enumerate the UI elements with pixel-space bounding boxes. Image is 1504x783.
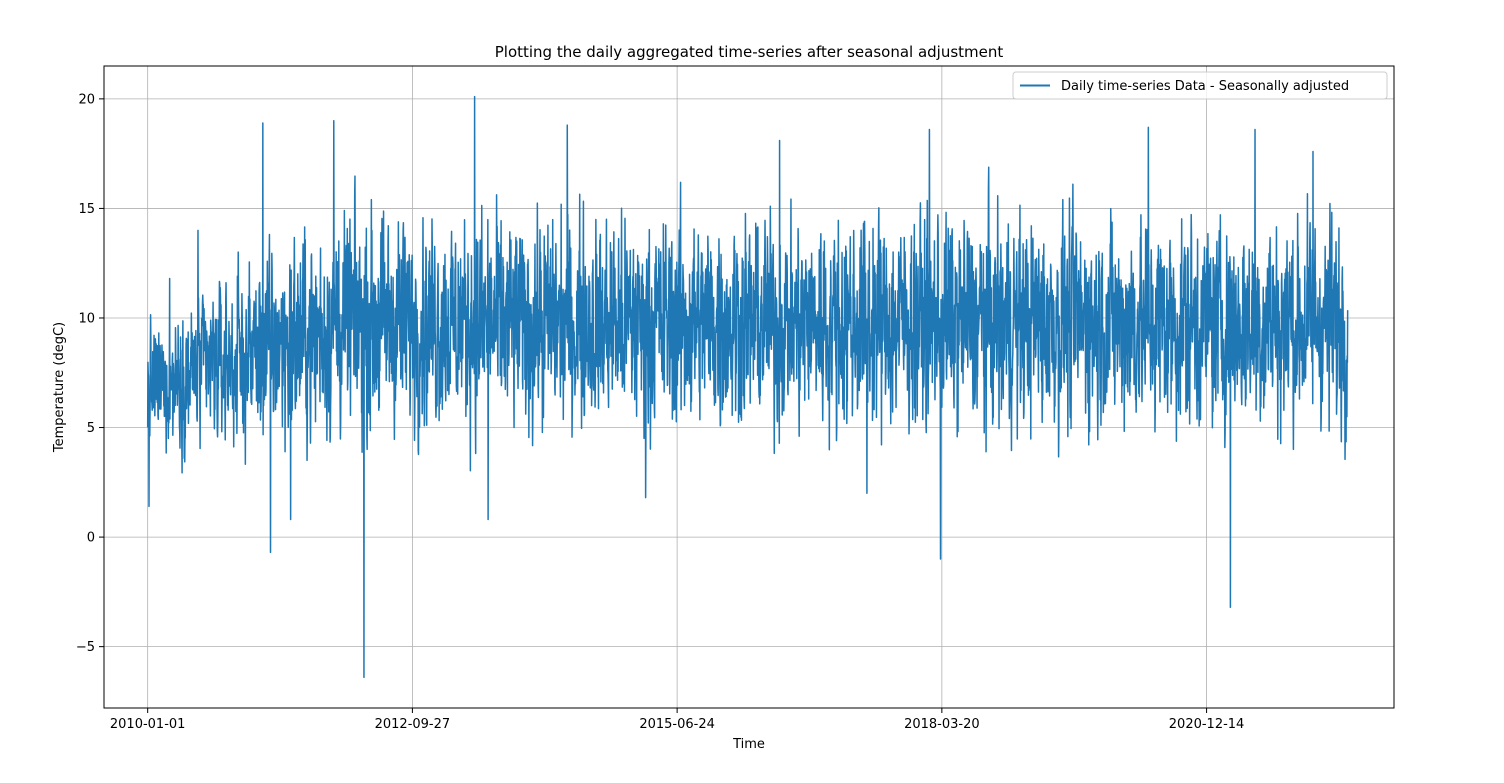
x-tick-label: 2018-03-20 bbox=[904, 717, 980, 732]
ticks: 2010-01-01 2012-09-27 2015-06-24 2018-03-20… bbox=[76, 92, 1245, 732]
legend-label: Daily time-series Data - Seasonally adju… bbox=[1061, 79, 1349, 94]
y-axis-label: Temperature (degC) bbox=[52, 322, 67, 453]
y-tick-label: 5 bbox=[87, 421, 95, 436]
series-layer bbox=[146, 95, 1349, 679]
x-tick-label: 2012-09-27 bbox=[375, 717, 451, 732]
legend-box bbox=[1012, 71, 1388, 100]
series-line bbox=[146, 95, 1349, 679]
chart-title: Plotting the daily aggregated time-serie… bbox=[495, 43, 1004, 61]
y-tick-label: 10 bbox=[78, 311, 95, 326]
legend: Daily time-series Data - Seasonally adju… bbox=[1012, 71, 1388, 100]
y-tick-label: 15 bbox=[78, 202, 95, 217]
y-tick-label: 20 bbox=[78, 92, 95, 107]
plot-area-frame bbox=[103, 65, 1395, 709]
y-tick-label: 0 bbox=[87, 531, 95, 546]
x-tick-label: 2010-01-01 bbox=[110, 717, 186, 732]
x-tick-label: 2020-12-14 bbox=[1169, 717, 1245, 732]
x-axis-label: Time bbox=[732, 737, 765, 752]
x-tick-label: 2015-06-24 bbox=[639, 717, 715, 732]
y-tick-label: −5 bbox=[76, 640, 95, 655]
